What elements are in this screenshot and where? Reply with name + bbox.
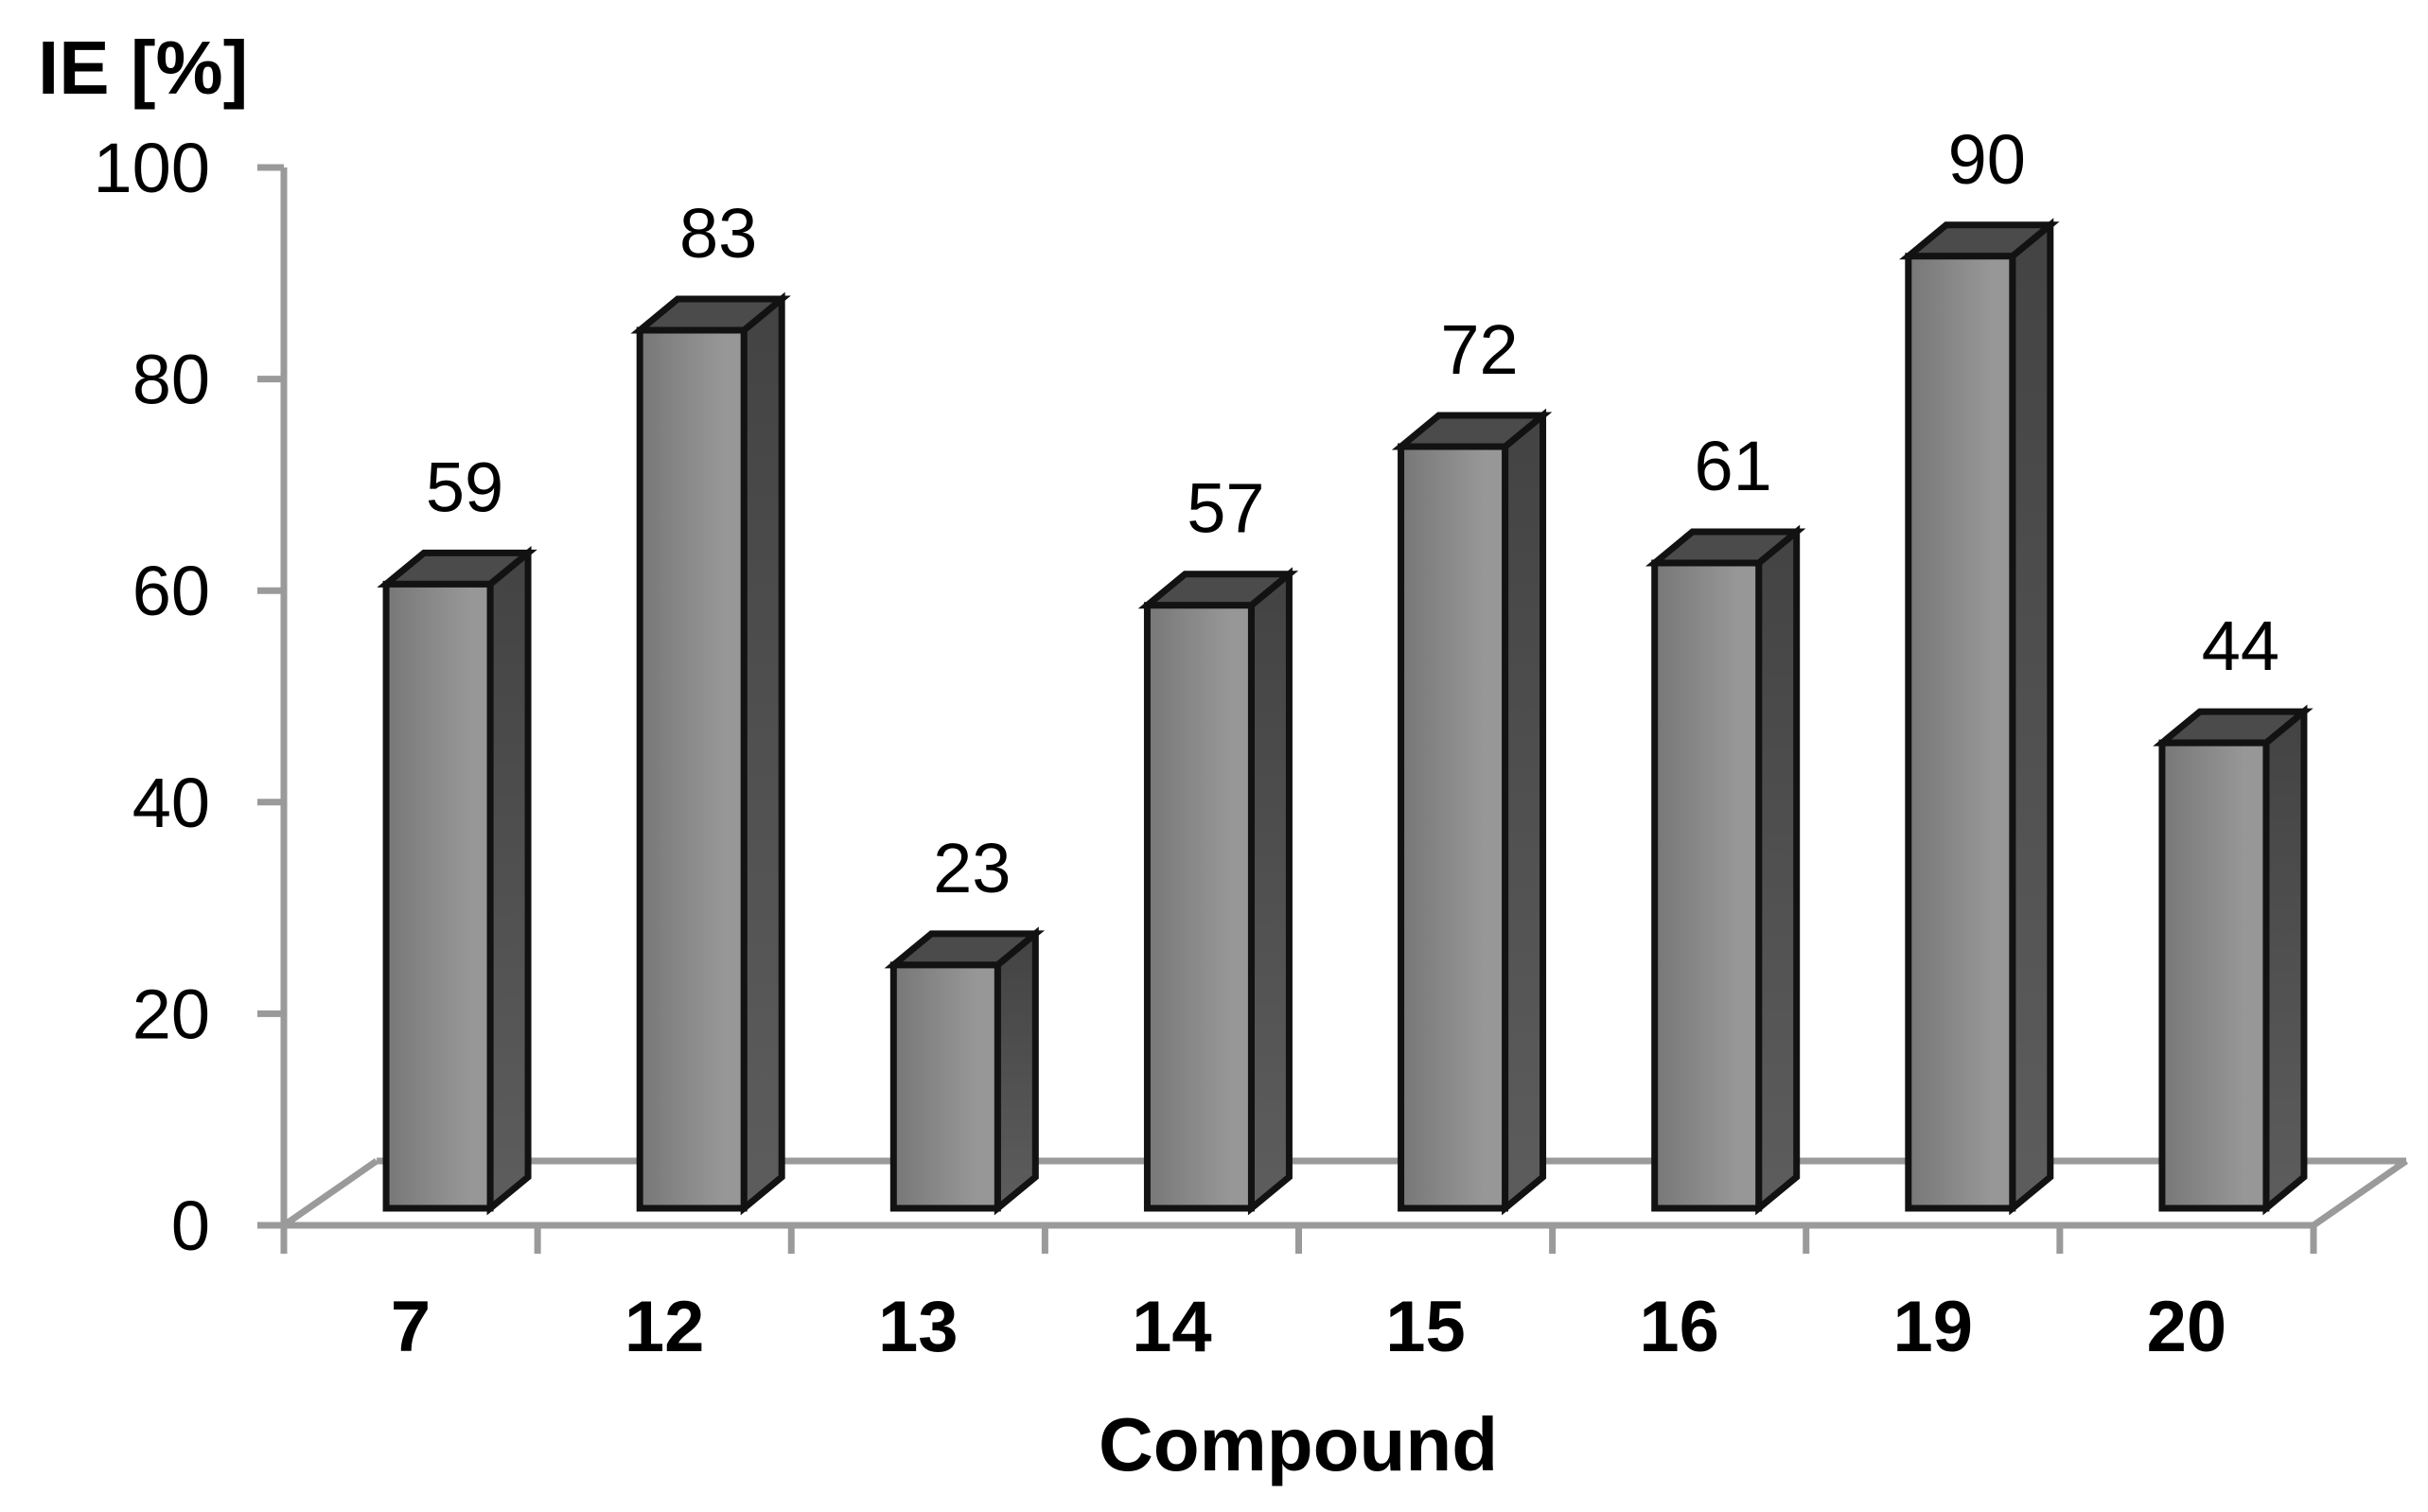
bar-value-label: 83 <box>679 194 757 273</box>
x-category-label: 13 <box>878 1287 959 1367</box>
bar-front-face <box>889 961 1001 1212</box>
y-tick-label: 80 <box>132 341 210 419</box>
bar-value-label: 90 <box>1948 120 2026 199</box>
bar-side-face <box>1247 567 1293 1216</box>
bar-side-face <box>2009 218 2054 1216</box>
y-tick-label: 100 <box>94 129 210 207</box>
bar-value-label: 44 <box>2202 607 2279 685</box>
bar-side-face <box>1755 524 1801 1216</box>
y-axis-title: IE [%] <box>38 26 249 110</box>
bar-front-face <box>636 326 748 1212</box>
bar-value-label: 57 <box>1187 469 1264 548</box>
x-category-label: 16 <box>1639 1287 1719 1367</box>
bar-value-label: 23 <box>933 829 1011 907</box>
bar-value-label: 59 <box>426 448 503 526</box>
x-category-label: 15 <box>1385 1287 1466 1367</box>
x-category-label: 14 <box>1132 1287 1212 1367</box>
floor-left-edge <box>282 1158 378 1228</box>
y-tick-label: 40 <box>132 764 210 842</box>
bar-front-face <box>382 580 494 1212</box>
bar-front-face <box>1651 559 1763 1212</box>
x-category-label: 7 <box>391 1287 431 1367</box>
bar-side-face <box>2262 704 2308 1216</box>
x-category-label: 19 <box>1893 1287 1974 1367</box>
y-tick-label: 0 <box>171 1187 210 1265</box>
bar-front-face <box>1143 602 1255 1212</box>
x-category-label: 20 <box>2147 1287 2227 1367</box>
bar-side-face <box>740 291 785 1216</box>
floor-right-edge <box>2312 1158 2408 1228</box>
y-tick-label: 20 <box>132 975 210 1053</box>
y-tick-label: 60 <box>132 552 210 630</box>
bar-value-label: 72 <box>1440 310 1518 389</box>
x-category-label: 12 <box>625 1287 705 1367</box>
bar-side-face <box>994 926 1039 1216</box>
x-axis-title: Compound <box>1098 1402 1499 1486</box>
bar-side-face <box>486 545 532 1216</box>
bar-front-face <box>2158 739 2270 1212</box>
bar-side-face <box>1502 408 1547 1216</box>
bar-value-label: 61 <box>1695 427 1772 505</box>
bar-front-face <box>1905 253 2016 1212</box>
bar-front-face <box>1398 443 1509 1212</box>
